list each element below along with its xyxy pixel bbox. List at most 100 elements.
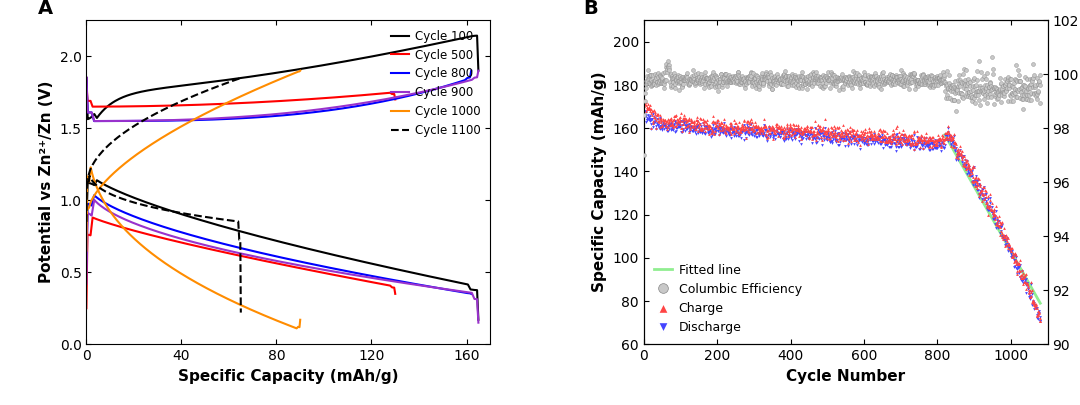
Columbic Efficiency [1024, 83, 1041, 90]
Charge [705, 113, 723, 120]
Columbic Efficiency [877, 77, 894, 83]
Charge [951, 149, 969, 156]
Charge [780, 132, 797, 139]
Columbic Efficiency [885, 81, 902, 87]
Columbic Efficiency [995, 83, 1012, 90]
Columbic Efficiency [676, 77, 693, 83]
Discharge [910, 139, 928, 146]
Charge [832, 132, 849, 139]
Charge [933, 135, 950, 142]
Charge [927, 136, 944, 143]
Columbic Efficiency [879, 78, 896, 84]
Columbic Efficiency [847, 77, 864, 83]
Discharge [774, 131, 792, 138]
Charge [674, 128, 691, 134]
Discharge [683, 124, 700, 130]
Charge [1028, 312, 1045, 318]
Charge [679, 116, 697, 123]
Columbic Efficiency [761, 69, 779, 75]
Discharge [918, 143, 935, 149]
Columbic Efficiency [950, 81, 968, 87]
Charge [918, 137, 935, 144]
Discharge [725, 129, 742, 135]
Discharge [721, 125, 739, 132]
Columbic Efficiency [750, 82, 767, 88]
Discharge [998, 235, 1015, 241]
Charge [977, 194, 995, 200]
Columbic Efficiency [764, 77, 781, 83]
Charge [853, 134, 870, 140]
Columbic Efficiency [791, 73, 808, 79]
Charge [729, 123, 746, 129]
Discharge [931, 140, 948, 147]
Charge [796, 124, 813, 131]
Discharge [725, 129, 742, 135]
Charge [751, 125, 768, 131]
Discharge [950, 153, 968, 159]
Charge [711, 130, 728, 137]
Discharge [847, 138, 864, 144]
Discharge [972, 188, 989, 194]
Columbic Efficiency [834, 86, 851, 92]
Columbic Efficiency [699, 75, 716, 81]
Columbic Efficiency [890, 73, 907, 79]
Columbic Efficiency [667, 77, 685, 83]
Discharge [770, 132, 787, 138]
Discharge [700, 130, 717, 136]
Columbic Efficiency [1007, 76, 1024, 83]
Charge [915, 136, 932, 143]
Columbic Efficiency [741, 75, 758, 82]
Discharge [930, 143, 947, 149]
Charge [975, 183, 993, 190]
Discharge [676, 119, 693, 125]
Charge [1003, 245, 1021, 252]
Discharge [896, 141, 914, 148]
Discharge [954, 156, 971, 162]
Discharge [861, 135, 878, 141]
Discharge [886, 134, 903, 141]
Columbic Efficiency [862, 82, 879, 89]
Columbic Efficiency [699, 81, 716, 88]
Columbic Efficiency [1012, 89, 1029, 95]
Discharge [807, 136, 824, 142]
Columbic Efficiency [878, 74, 895, 81]
Columbic Efficiency [693, 80, 711, 86]
Discharge [997, 242, 1014, 248]
Columbic Efficiency [721, 79, 739, 85]
Discharge [681, 127, 699, 133]
Charge [990, 224, 1008, 230]
Columbic Efficiency [1001, 81, 1018, 88]
Columbic Efficiency [702, 74, 719, 81]
Discharge [903, 137, 920, 143]
Charge [677, 115, 694, 122]
Discharge [648, 126, 665, 132]
Columbic Efficiency [698, 75, 715, 81]
Charge [867, 133, 885, 140]
Charge [703, 119, 720, 126]
Columbic Efficiency [883, 77, 901, 83]
Discharge [926, 144, 943, 150]
Columbic Efficiency [935, 74, 953, 81]
Discharge [917, 141, 934, 147]
Columbic Efficiency [782, 75, 799, 81]
Columbic Efficiency [670, 73, 687, 80]
Charge [777, 133, 794, 140]
Charge [699, 123, 716, 129]
Columbic Efficiency [895, 74, 913, 80]
Discharge [657, 124, 674, 130]
Columbic Efficiency [1008, 94, 1025, 100]
Discharge [757, 127, 774, 133]
Columbic Efficiency [933, 78, 950, 85]
Charge [713, 120, 730, 126]
Charge [701, 122, 718, 128]
Charge [885, 134, 902, 141]
Charge [825, 123, 842, 130]
Charge [730, 125, 747, 131]
Charge [757, 123, 774, 130]
Columbic Efficiency [702, 83, 719, 89]
Charge [815, 134, 833, 141]
Columbic Efficiency [838, 75, 855, 81]
Discharge [793, 141, 810, 147]
Columbic Efficiency [692, 70, 710, 77]
Discharge [939, 136, 956, 143]
